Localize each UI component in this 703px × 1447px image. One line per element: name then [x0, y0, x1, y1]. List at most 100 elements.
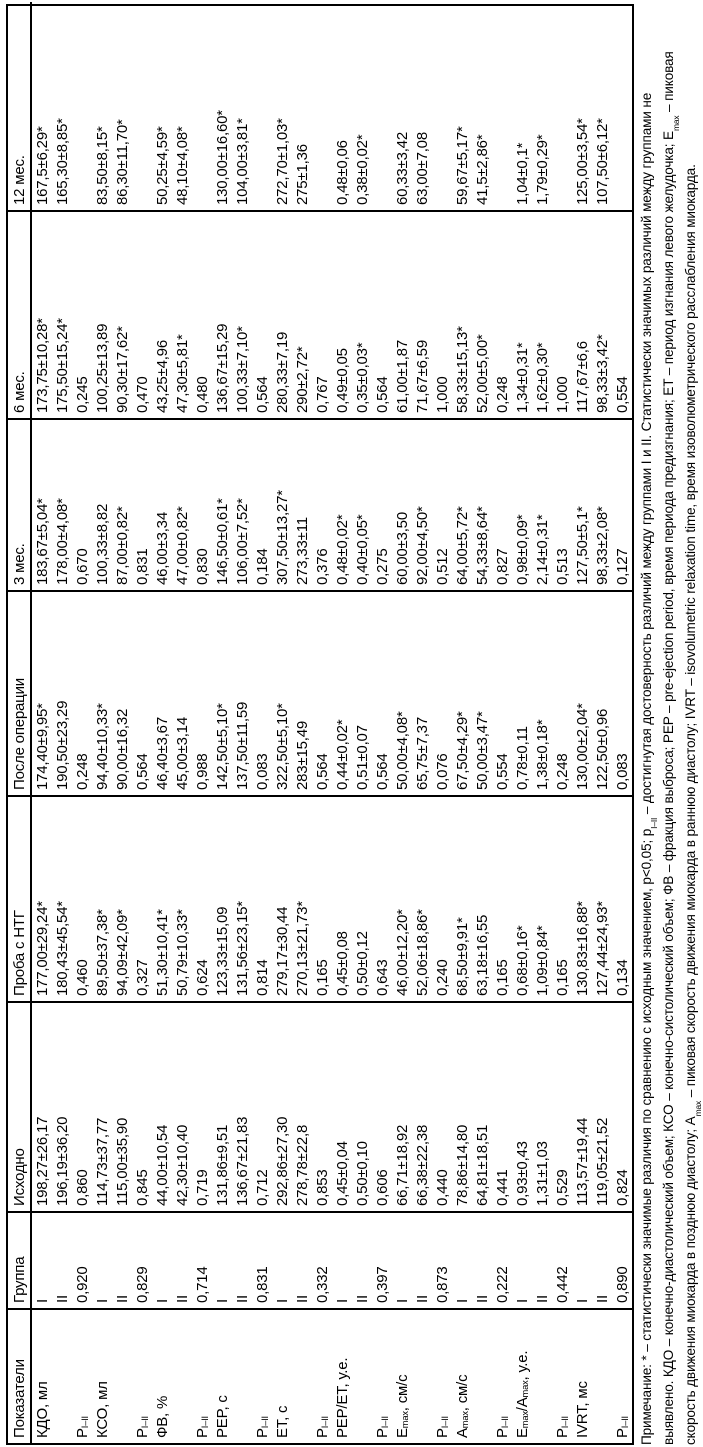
group-cell: I — [152, 1213, 172, 1310]
value-cell: 0,165 — [492, 797, 512, 1003]
value-cell: 48,10±4,08* — [172, 2, 192, 212]
value-cell: 0,441 — [492, 1003, 512, 1213]
value-cell: 0,564 — [312, 592, 332, 797]
group-cell: II — [532, 1213, 552, 1310]
value-cell: 0,134 — [612, 797, 632, 1003]
value-cell: 272,70±1,03* — [272, 2, 292, 212]
value-cell: 177,00±29,24* — [32, 797, 52, 1003]
value-cell: 44,00±10,54 — [152, 1003, 172, 1213]
value-cell: 198,27±26,17 — [32, 1003, 52, 1213]
value-cell: 0,240 — [432, 797, 452, 1003]
value-cell: 0,513 — [552, 420, 572, 592]
value-cell: 278,78±22,8 — [292, 1003, 312, 1213]
value-cell: 61,00±1,87 — [392, 212, 412, 420]
value-cell: 130,83±16,88* — [572, 797, 592, 1003]
row-label — [352, 1310, 372, 1443]
value-cell: 173,75±10,28* — [32, 212, 52, 420]
group-cell: 0,714 — [192, 1213, 212, 1310]
note-line: выявлено. КДО – конечно-диастолический о… — [661, 51, 682, 1445]
value-cell: 107,50±6,12* — [592, 2, 612, 212]
value-cell: 68,50±9,91* — [452, 797, 472, 1003]
row-label — [532, 1310, 552, 1443]
note-line: Примечание: * – статистически значимые р… — [639, 92, 660, 1445]
value-cell: 322,50±5,10* — [272, 592, 292, 797]
value-cell: 0,376 — [312, 420, 332, 592]
value-cell: 0,127 — [612, 420, 632, 592]
value-cell: 51,30±10,41* — [152, 797, 172, 1003]
group-cell: II — [292, 1213, 312, 1310]
value-cell: 0,606 — [372, 1003, 392, 1213]
row-label: Р I–II — [193, 1416, 211, 1438]
group-cell: I — [392, 1213, 412, 1310]
value-cell: 66,38±22,38 — [412, 1003, 432, 1213]
value-cell: 90,30±17,62* — [112, 212, 132, 420]
value-cell: 270,13±21,73* — [292, 797, 312, 1003]
value-cell: 0,831 — [132, 420, 152, 592]
value-cell — [492, 2, 512, 212]
value-cell: 65,75±7,37 — [412, 592, 432, 797]
row-label — [472, 1310, 492, 1443]
value-cell — [612, 2, 632, 212]
value-cell: 0,083 — [252, 592, 272, 797]
value-cell: 0,38±0,02* — [352, 2, 372, 212]
value-cell: 127,50±5,1* — [572, 420, 592, 592]
value-cell: 0,083 — [612, 592, 632, 797]
value-cell: 122,50±0,96 — [592, 592, 612, 797]
row-label — [292, 1310, 312, 1443]
value-cell: 0,564 — [132, 592, 152, 797]
value-cell: 0,824 — [612, 1003, 632, 1213]
group-cell: II — [472, 1213, 492, 1310]
value-cell: 106,00±7,52* — [232, 420, 252, 592]
value-cell: 0,480 — [192, 212, 212, 420]
value-cell: 1,04±0,1* — [512, 2, 532, 212]
value-cell: 100,33±7,10* — [232, 212, 252, 420]
column-header: 12 мес. — [8, 2, 32, 212]
value-cell: 0,48±0,06 — [332, 2, 352, 212]
row-label: PEP/ET, у.е. — [333, 1357, 351, 1438]
value-cell: 0,245 — [72, 212, 92, 420]
value-cell — [192, 2, 212, 212]
value-cell: 117,67±6,6 — [572, 212, 592, 420]
column-header: Показатели — [8, 1310, 32, 1443]
value-cell: 63,18±16,55 — [472, 797, 492, 1003]
value-cell: 0,45±0,04 — [332, 1003, 352, 1213]
value-cell: 63,00±7,08 — [412, 2, 432, 212]
row-label: IVRT, мс — [573, 1381, 591, 1438]
value-cell: 180,43±45,54* — [52, 797, 72, 1003]
value-cell: 0,624 — [192, 797, 212, 1003]
value-cell: 41,5±2,86* — [472, 2, 492, 212]
row-label: Р I–II — [433, 1416, 451, 1438]
value-cell: 178,00±4,08* — [52, 420, 72, 592]
group-cell: II — [592, 1213, 612, 1310]
row-label: Р I–II — [253, 1416, 271, 1438]
value-cell: 0,470 — [132, 212, 152, 420]
row-label: Р I–II — [493, 1416, 511, 1438]
value-cell: 0,40±0,05* — [352, 420, 372, 592]
value-cell: 0,48±0,02* — [332, 420, 352, 592]
value-cell: 1,38±0,18* — [532, 592, 552, 797]
value-cell: 167,5±6,29* — [32, 2, 52, 212]
value-cell: 1,79±0,29* — [532, 2, 552, 212]
value-cell: 0,248 — [72, 592, 92, 797]
column-header: После операции — [8, 592, 32, 797]
row-label: Р I–II — [313, 1416, 331, 1438]
note-line: скорость движения миокарда в позднюю диа… — [683, 164, 703, 1445]
group-cell: 0,332 — [312, 1213, 332, 1310]
value-cell: 71,67±6,59 — [412, 212, 432, 420]
row-label: Р I–II — [553, 1416, 571, 1438]
value-cell: 123,33±15,09 — [212, 797, 232, 1003]
group-cell: I — [332, 1213, 352, 1310]
row-label: PEP, с — [213, 1395, 231, 1438]
value-cell: 131,56±23,15* — [232, 797, 252, 1003]
value-cell: 0,827 — [492, 420, 512, 592]
value-cell: 0,50±0,10 — [352, 1003, 372, 1213]
row-label: КСО, мл — [93, 1381, 111, 1438]
group-cell: 0,831 — [252, 1213, 272, 1310]
value-cell: 283±15,49 — [292, 592, 312, 797]
value-cell: 0,529 — [552, 1003, 572, 1213]
value-cell: 66,71±18,92 — [392, 1003, 412, 1213]
value-cell: 290±2,72* — [292, 212, 312, 420]
